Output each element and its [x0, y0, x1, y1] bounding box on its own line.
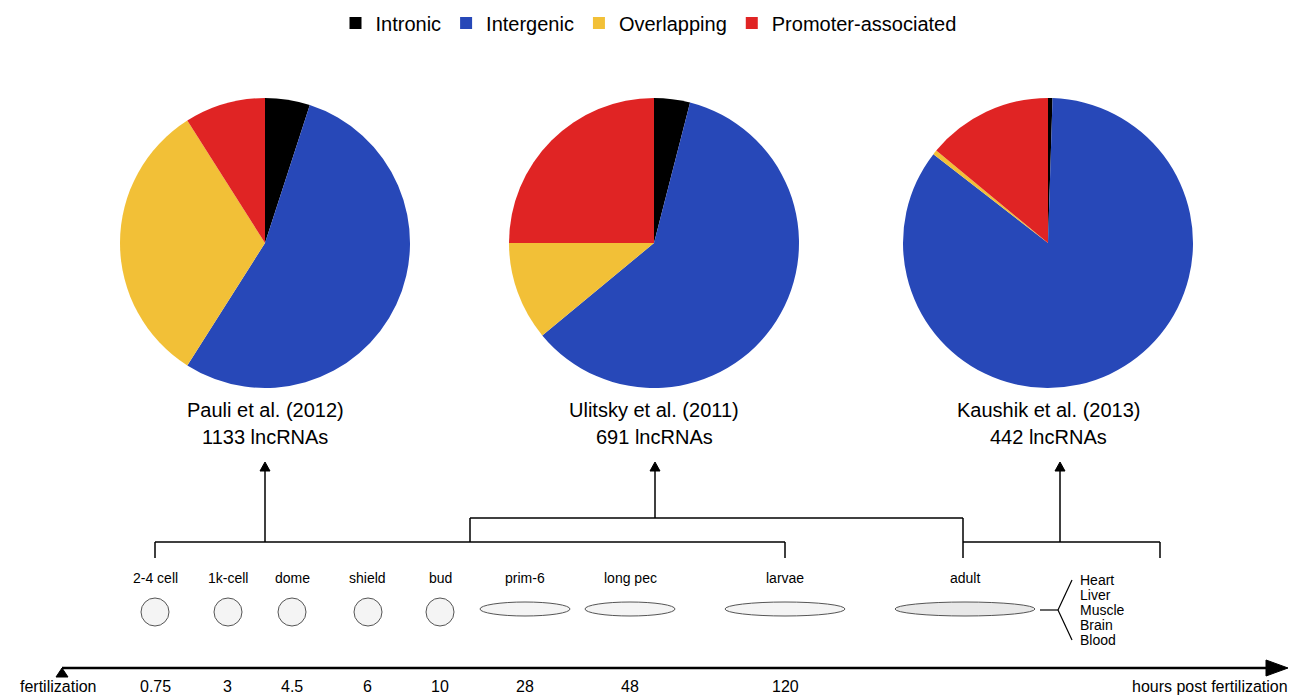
- svg-text:4.5: 4.5: [281, 678, 303, 695]
- svg-text:6: 6: [363, 678, 372, 695]
- svg-text:10: 10: [431, 678, 449, 695]
- svg-text:Intronic: Intronic: [376, 13, 442, 35]
- svg-text:Blood: Blood: [1080, 632, 1116, 648]
- svg-text:larvae: larvae: [766, 570, 804, 586]
- svg-text:dome: dome: [275, 570, 310, 586]
- svg-text:0.75: 0.75: [140, 678, 171, 695]
- svg-text:Muscle: Muscle: [1080, 602, 1125, 618]
- svg-text:1133 lncRNAs: 1133 lncRNAs: [202, 426, 328, 448]
- svg-text:28: 28: [516, 678, 534, 695]
- svg-text:Overlapping: Overlapping: [619, 13, 727, 35]
- svg-text:Heart: Heart: [1080, 572, 1114, 588]
- svg-text:442 lncRNAs: 442 lncRNAs: [990, 426, 1107, 448]
- svg-text:Kaushik et al. (2013): Kaushik et al. (2013): [957, 399, 1140, 421]
- svg-text:3: 3: [223, 678, 232, 695]
- svg-text:Pauli et al. (2012): Pauli et al. (2012): [187, 399, 344, 421]
- svg-text:shield: shield: [349, 570, 386, 586]
- svg-text:Intergenic: Intergenic: [486, 13, 574, 35]
- svg-text:1k-cell: 1k-cell: [208, 570, 248, 586]
- svg-text:691 lncRNAs: 691 lncRNAs: [596, 426, 713, 448]
- svg-text:2-4 cell: 2-4 cell: [133, 570, 178, 586]
- svg-text:120: 120: [772, 678, 799, 695]
- svg-text:48: 48: [621, 678, 639, 695]
- svg-text:hours post fertilization: hours post fertilization: [1132, 678, 1288, 695]
- svg-text:Ulitsky et al. (2011): Ulitsky et al. (2011): [569, 399, 739, 421]
- svg-text:adult: adult: [950, 570, 980, 586]
- svg-text:Liver: Liver: [1080, 587, 1111, 603]
- svg-text:Promoter-associated: Promoter-associated: [772, 13, 957, 35]
- svg-text:bud: bud: [429, 570, 452, 586]
- svg-text:fertilization: fertilization: [20, 678, 96, 695]
- svg-text:prim-6: prim-6: [505, 570, 545, 586]
- svg-text:long pec: long pec: [604, 570, 657, 586]
- svg-text:Brain: Brain: [1080, 617, 1113, 633]
